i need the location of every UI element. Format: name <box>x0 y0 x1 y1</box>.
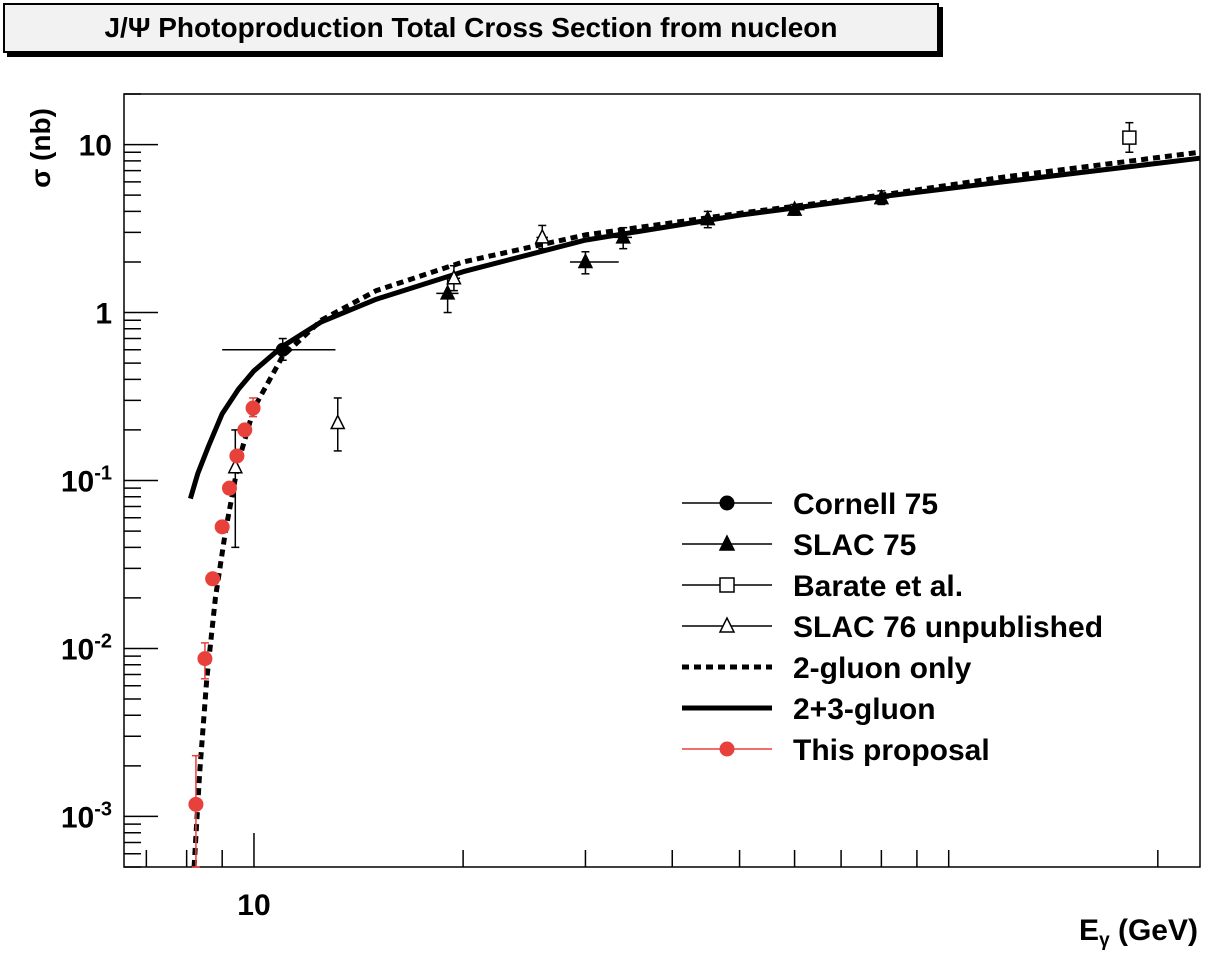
legend-marker-barate-et-al- <box>719 577 735 593</box>
points-layer <box>188 121 1137 868</box>
y-tick-label: 10 <box>79 130 112 163</box>
slac-76-unpublished-point <box>330 413 346 430</box>
plot-frame <box>123 93 1201 868</box>
curves-layer <box>188 149 1201 868</box>
this-proposal-point <box>221 480 237 496</box>
slac-76-unpublished-point <box>227 458 244 474</box>
this-proposal-point <box>205 571 221 587</box>
legend-marker-this-proposal <box>719 741 735 757</box>
y-tick-label: 10-2 <box>61 630 112 666</box>
legend-label-2-3-gluon: 2+3-gluon <box>793 693 936 726</box>
slac-75-point <box>700 209 716 226</box>
legend-label-barate-et-al-: Barate et al. <box>793 570 963 603</box>
legend-label-2-gluon-only: 2-gluon only <box>793 652 972 685</box>
this-proposal-point <box>214 519 230 535</box>
cornell-75-point <box>275 342 290 357</box>
legend-label-this-proposal: This proposal <box>793 734 990 767</box>
legend-label-slac-76-unpublished: SLAC 76 unpublished <box>793 611 1103 644</box>
slac-75-point <box>615 228 631 244</box>
legend-label-cornell-75: Cornell 75 <box>793 488 938 521</box>
slac-75-point <box>439 284 456 300</box>
this-proposal-point <box>188 796 204 812</box>
legend: Cornell 75 SLAC 75 Barate et al. SLAC 76 un… <box>682 488 1103 767</box>
slac-75-point <box>873 188 890 205</box>
this-proposal-point <box>197 651 213 667</box>
slac-75-point <box>786 200 803 216</box>
curve-2-gluon-only <box>191 149 1201 868</box>
slac-76-unpublished-point <box>446 269 462 285</box>
y-tick-label: 1 <box>95 298 112 331</box>
slac-75-point <box>577 252 594 269</box>
legend-marker-cornell-75 <box>719 495 735 511</box>
y-tick-label: 10-1 <box>61 463 112 499</box>
x-axis-label: Eγ (GeV) <box>1079 914 1198 951</box>
legend-label-slac-75: SLAC 75 <box>793 529 916 562</box>
this-proposal-point <box>229 448 245 464</box>
x-tick-label: 10 <box>237 889 270 922</box>
chart-title-box: J/Ψ Photoproduction Total Cross Section … <box>3 3 939 53</box>
slac-76-unpublished-point <box>534 228 550 244</box>
legend-marker-slac-76-unpublished <box>718 616 736 633</box>
this-proposal-point <box>237 422 253 438</box>
axes-layer: 10 10 1 10-1 10-2 10-3 <box>61 93 1201 922</box>
barate-et-al--point <box>1122 130 1137 145</box>
legend-marker-slac-75 <box>718 534 736 551</box>
this-proposal-point <box>245 400 261 416</box>
curve-2-3-gluon <box>188 155 1201 500</box>
y-tick-label: 10-3 <box>61 798 112 834</box>
chart-title: J/Ψ Photoproduction Total Cross Section … <box>104 12 838 43</box>
y-axis-label: σ (nb) <box>25 108 56 188</box>
